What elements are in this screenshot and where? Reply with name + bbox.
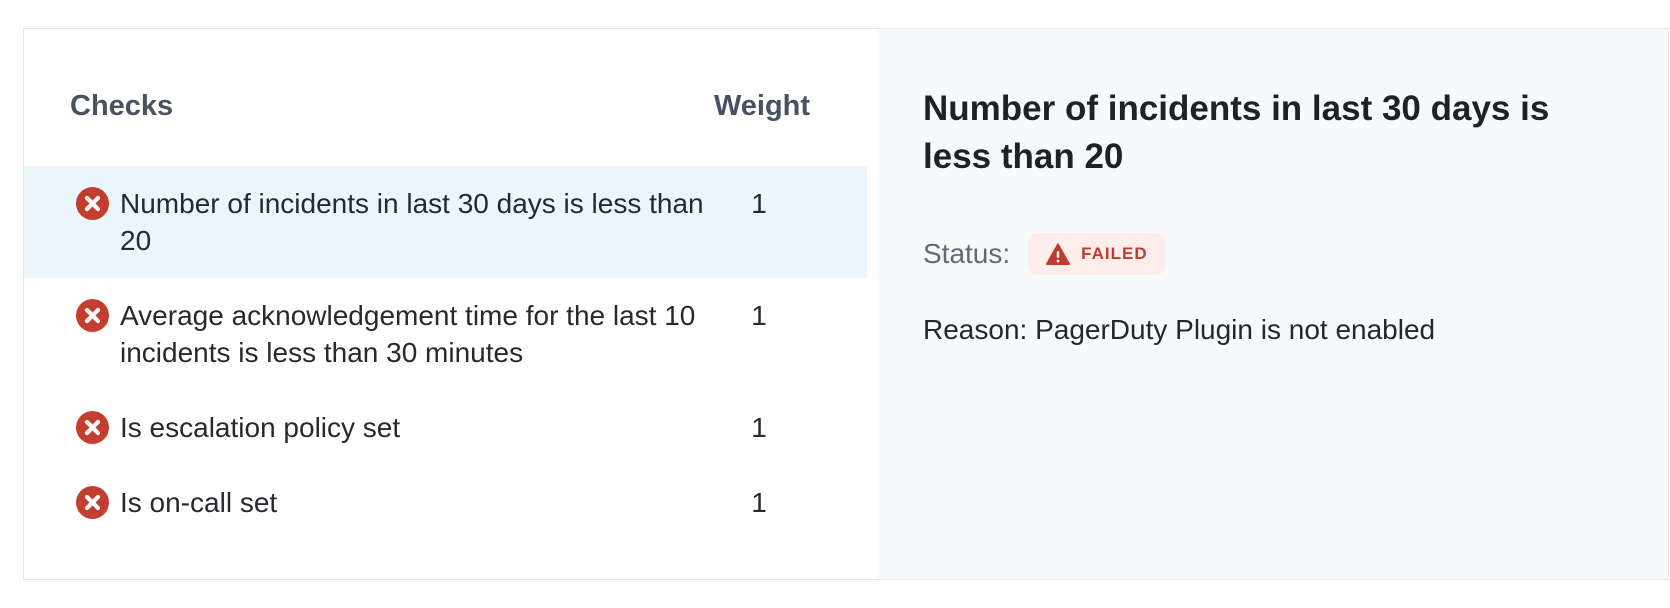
failed-check-icon bbox=[76, 411, 109, 444]
check-detail-panel: Number of incidents in last 30 days is l… bbox=[877, 29, 1668, 579]
checks-list: Number of incidents in last 30 days is l… bbox=[24, 166, 867, 540]
status-badge: FAILED bbox=[1028, 233, 1166, 275]
weight-column-header: Weight bbox=[713, 90, 811, 122]
check-row[interactable]: Average acknowledgement time for the las… bbox=[24, 278, 867, 390]
check-weight: 1 bbox=[751, 300, 767, 331]
failed-check-icon bbox=[76, 187, 109, 220]
check-row[interactable]: Number of incidents in last 30 days is l… bbox=[24, 166, 867, 278]
check-name: Number of incidents in last 30 days is l… bbox=[120, 188, 704, 256]
checks-column-header: Checks bbox=[70, 90, 174, 122]
failed-check-icon bbox=[76, 299, 109, 332]
check-name: Is on-call set bbox=[120, 487, 278, 518]
check-weight: 1 bbox=[751, 412, 767, 443]
status-label: Status: bbox=[923, 238, 1011, 269]
check-row[interactable]: Is on-call set 1 bbox=[24, 465, 867, 540]
scorecard-card: Checks Weight Number of incidents in las… bbox=[23, 28, 1669, 580]
check-detail-title: Number of incidents in last 30 days is l… bbox=[923, 89, 1550, 176]
check-row[interactable]: Is escalation policy set 1 bbox=[24, 390, 867, 465]
checks-table-header: Checks Weight bbox=[24, 86, 877, 126]
failed-check-icon bbox=[76, 486, 109, 519]
check-name: Is escalation policy set bbox=[120, 412, 401, 443]
warning-triangle-icon bbox=[1046, 243, 1071, 265]
check-reason: Reason: PagerDuty Plugin is not enabled bbox=[923, 314, 1436, 345]
checks-panel: Checks Weight Number of incidents in las… bbox=[24, 29, 877, 579]
check-weight: 1 bbox=[751, 188, 767, 219]
status-value: FAILED bbox=[1081, 244, 1148, 263]
check-name: Average acknowledgement time for the las… bbox=[120, 300, 696, 368]
status-row: Status: FAILED bbox=[923, 233, 1582, 275]
check-weight: 1 bbox=[751, 487, 767, 518]
